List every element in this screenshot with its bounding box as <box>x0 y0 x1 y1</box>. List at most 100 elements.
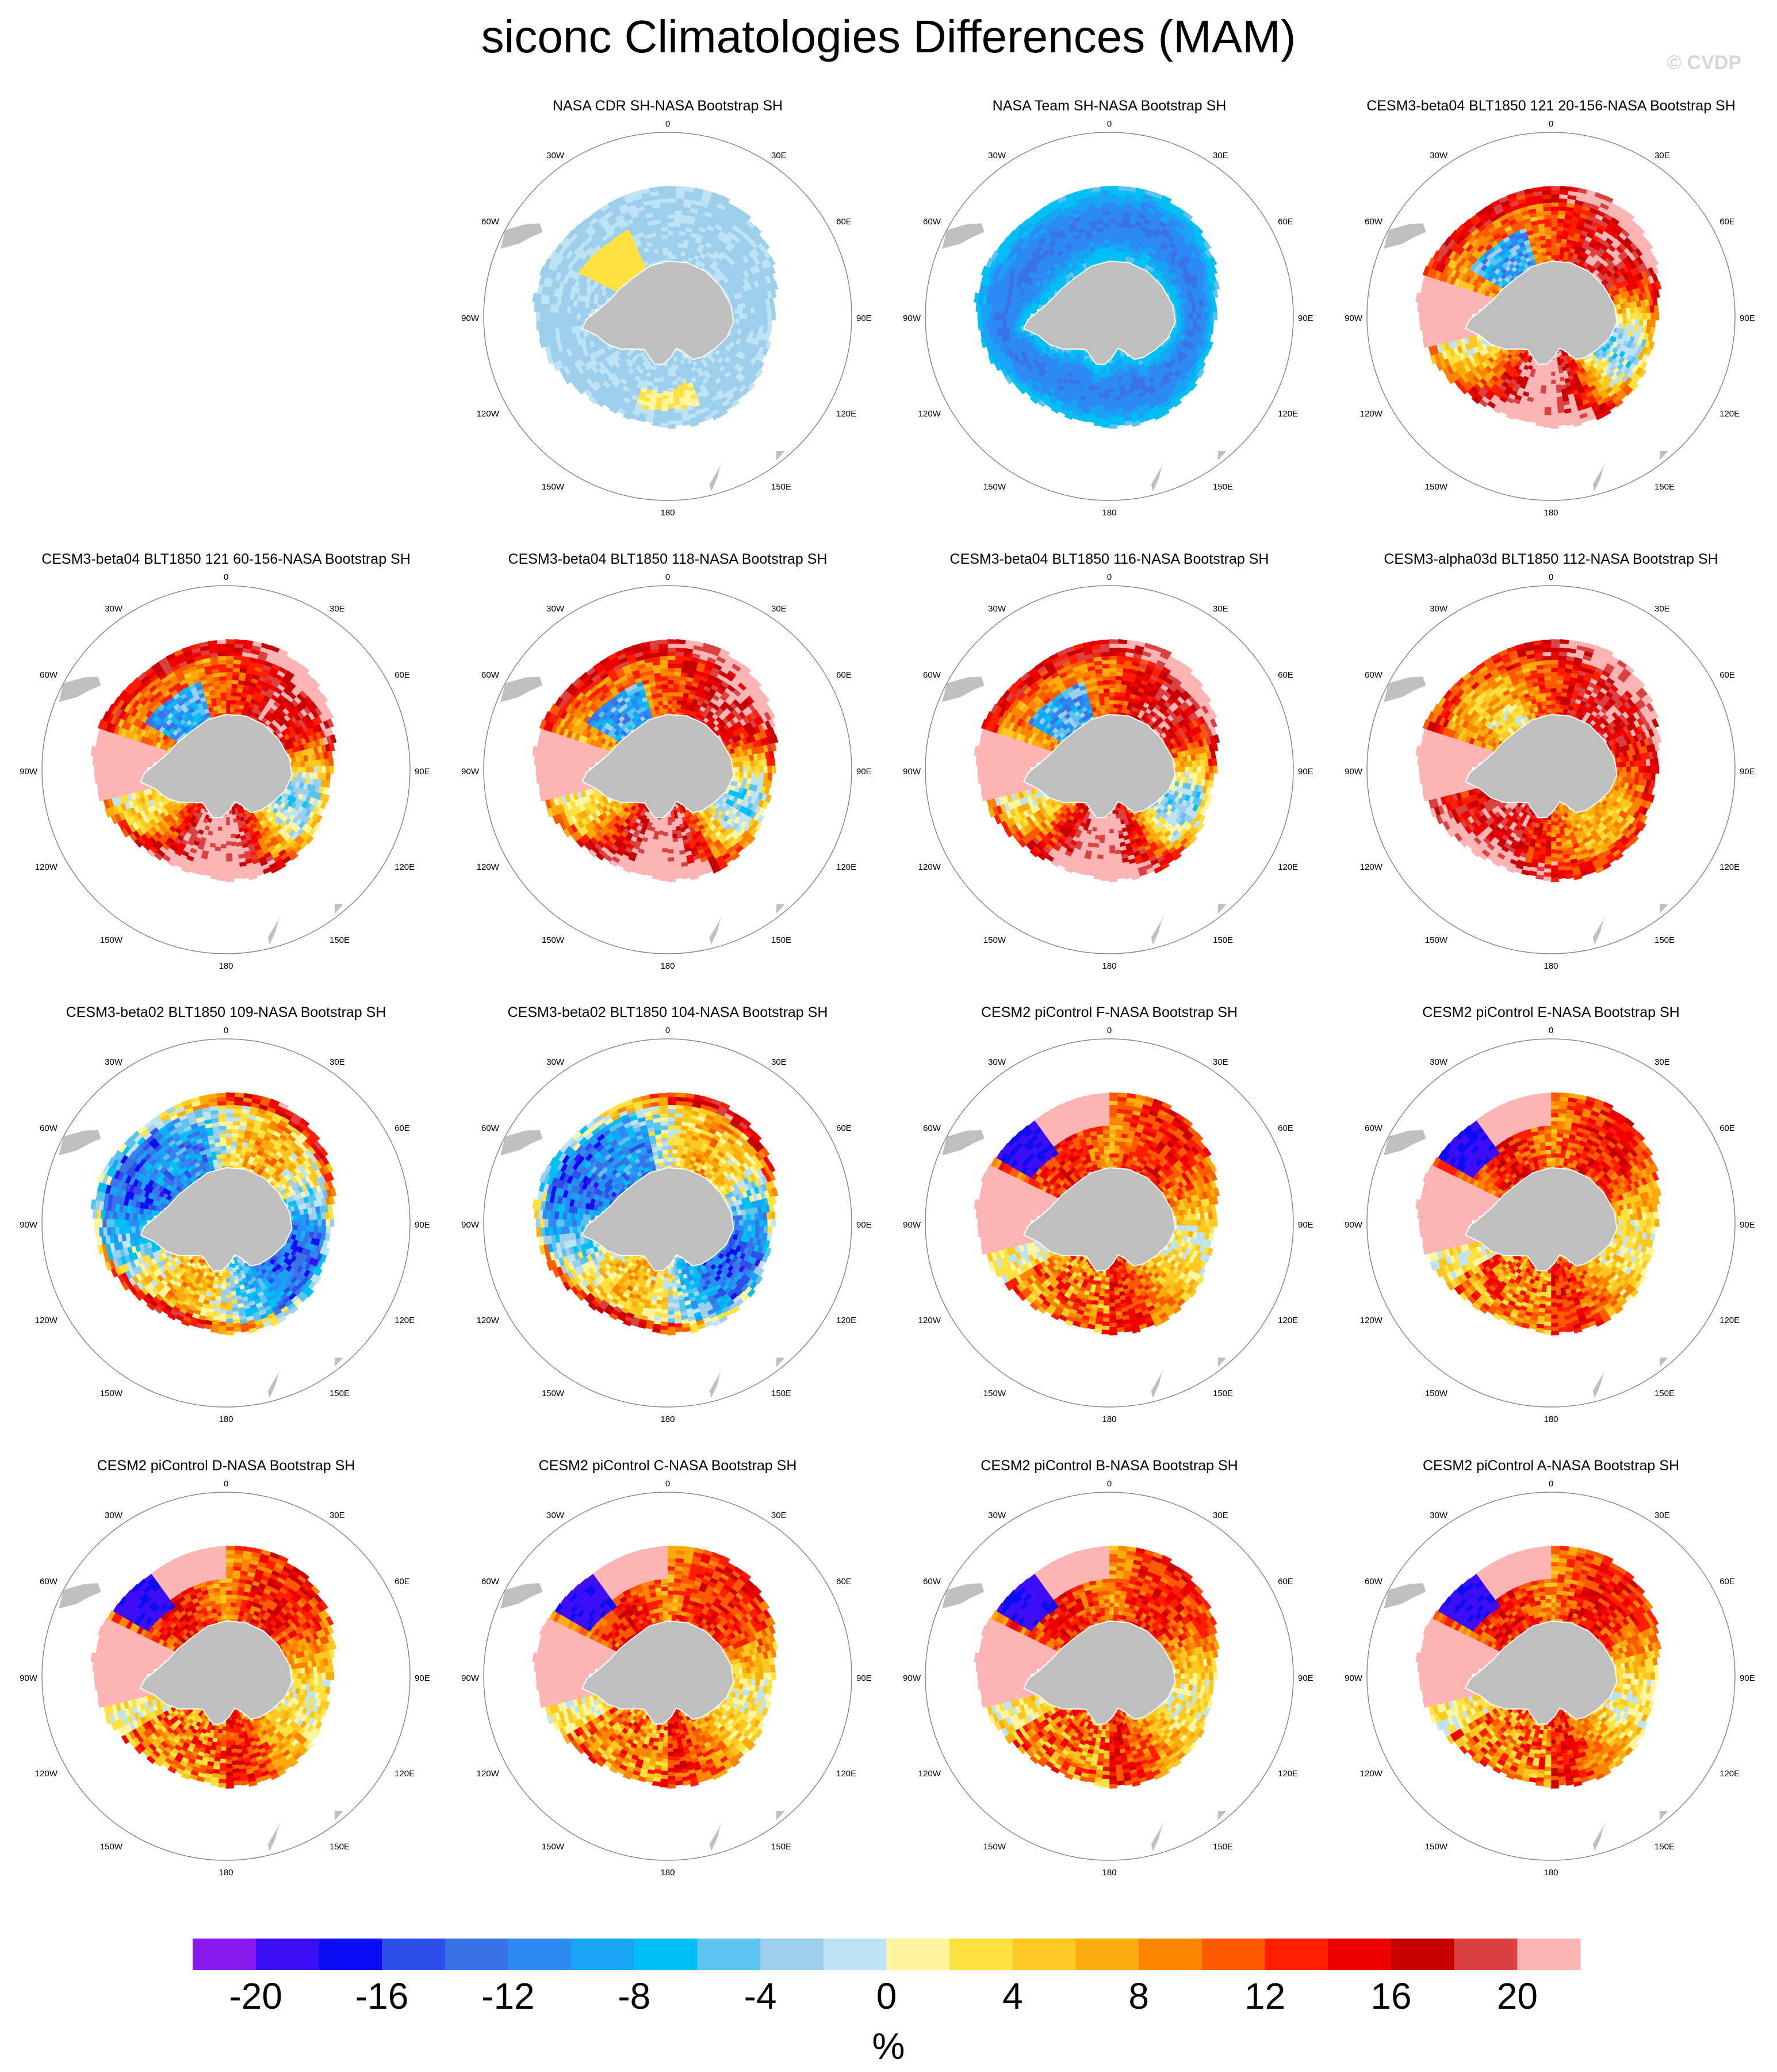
ice-cell <box>1102 215 1110 220</box>
ice-cell <box>297 767 302 773</box>
ice-cell <box>1443 312 1448 320</box>
ice-cell <box>320 759 326 767</box>
south-america-land <box>500 223 543 249</box>
ice-cell <box>771 289 777 299</box>
ice-cell <box>1103 399 1110 404</box>
ice-cell <box>719 195 730 204</box>
ice-cell <box>1109 412 1117 417</box>
ice-cell <box>660 219 668 224</box>
ice-cell <box>743 319 748 325</box>
ice-cell <box>1177 314 1181 319</box>
ice-cell <box>1545 395 1552 400</box>
ice-cell <box>1427 312 1432 321</box>
ice-cell <box>1109 384 1115 389</box>
ice-cell <box>755 313 760 320</box>
ice-cell <box>1109 206 1117 211</box>
ice-cell <box>751 313 756 320</box>
ice-cell <box>1533 186 1543 193</box>
ice-cell <box>661 395 668 400</box>
ice-cell <box>991 304 997 313</box>
antarctica-land <box>1022 260 1176 365</box>
ice-cell <box>667 376 673 381</box>
sea-ice-field <box>974 186 1220 429</box>
ice-cell <box>1181 319 1186 325</box>
ice-cell <box>1645 347 1652 357</box>
map-panel: NASA CDR SH-NASA Bootstrap SH 0 180 90W 90E 3… <box>446 98 889 546</box>
ice-cell <box>576 319 582 326</box>
ice-cell <box>1653 305 1659 314</box>
ice-cell <box>299 840 308 850</box>
ice-cell <box>543 258 552 269</box>
ice-cell <box>534 302 539 312</box>
ice-cell <box>1419 320 1425 331</box>
ice-cell <box>308 760 314 767</box>
ice-cell <box>1535 421 1544 427</box>
ice-cell <box>1622 319 1627 325</box>
ice-cell <box>1423 311 1428 322</box>
ice-cell <box>656 389 663 395</box>
ice-cell <box>1556 238 1562 243</box>
ice-cell <box>1550 396 1557 401</box>
ice-cell <box>1539 235 1546 240</box>
ice-cell <box>1652 297 1658 306</box>
ice-cell <box>560 312 565 320</box>
ice-cell <box>292 762 297 768</box>
ice-cell <box>1114 388 1120 393</box>
ice-cell <box>659 198 668 204</box>
ice-cell <box>1541 381 1547 386</box>
ice-cell <box>1550 250 1556 255</box>
ice-cell <box>1102 407 1110 412</box>
ice-cell <box>1008 230 1017 240</box>
ice-cell <box>1449 305 1455 314</box>
ice-cell <box>566 230 576 240</box>
ice-cell <box>1541 186 1552 191</box>
ice-cell <box>1547 366 1552 372</box>
ice-cell <box>667 234 674 239</box>
ice-cell <box>1185 319 1190 325</box>
ice-cell <box>673 234 680 239</box>
ice-cell <box>978 320 983 331</box>
ice-cell <box>987 303 993 313</box>
ice-cell <box>657 239 663 244</box>
ice-cell <box>1626 319 1632 325</box>
ice-cell <box>1201 319 1206 327</box>
ice-cell <box>576 313 581 320</box>
ice-cell <box>1014 224 1024 234</box>
longitude-label: 150E <box>771 482 791 492</box>
ice-cell <box>1622 314 1627 319</box>
ice-cell <box>1161 195 1172 204</box>
ice-cell <box>1550 202 1560 207</box>
ice-cell <box>562 305 568 314</box>
ice-cell <box>658 251 664 257</box>
ice-cell <box>1636 225 1645 235</box>
ice-cell <box>1439 320 1445 328</box>
ice-cell <box>317 773 323 780</box>
ice-cell <box>667 214 675 219</box>
ice-cell <box>1542 373 1548 378</box>
longitude-label: 0 <box>1549 121 1553 129</box>
ice-cell <box>770 305 776 314</box>
ice-cell <box>225 683 232 689</box>
ice-cell <box>312 760 318 767</box>
new-zealand-land <box>709 460 723 492</box>
ice-cell <box>1638 313 1643 320</box>
ice-cell <box>1103 395 1110 400</box>
ice-cell <box>676 186 686 192</box>
ice-cell <box>278 648 289 657</box>
ice-cell <box>1630 319 1636 326</box>
ice-cell <box>231 695 237 701</box>
ice-cell <box>667 424 676 429</box>
ice-cell <box>658 186 668 191</box>
south-america-land <box>942 223 985 249</box>
longitude-label: 120W <box>477 409 500 419</box>
ice-cell <box>1212 289 1219 299</box>
ice-cell <box>1014 312 1018 320</box>
ice-cell <box>305 766 310 773</box>
ice-cell <box>1542 190 1552 195</box>
ice-cell <box>767 312 772 320</box>
ice-cell <box>1201 312 1206 320</box>
ice-cell <box>667 230 674 235</box>
south-america-land <box>1384 223 1426 249</box>
longitude-label: 150E <box>1655 482 1675 492</box>
